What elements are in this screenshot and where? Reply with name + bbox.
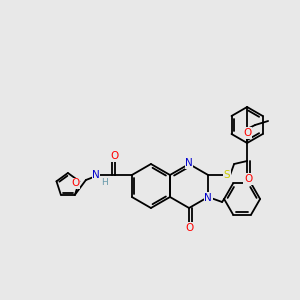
Text: O: O [243, 128, 251, 138]
Text: H: H [101, 178, 108, 187]
Text: S: S [224, 170, 230, 180]
Text: O: O [71, 178, 80, 188]
Text: N: N [92, 170, 100, 180]
Text: O: O [244, 174, 252, 184]
Text: O: O [185, 223, 193, 233]
Text: N: N [204, 193, 212, 203]
Text: N: N [185, 158, 193, 168]
Text: O: O [111, 151, 119, 161]
